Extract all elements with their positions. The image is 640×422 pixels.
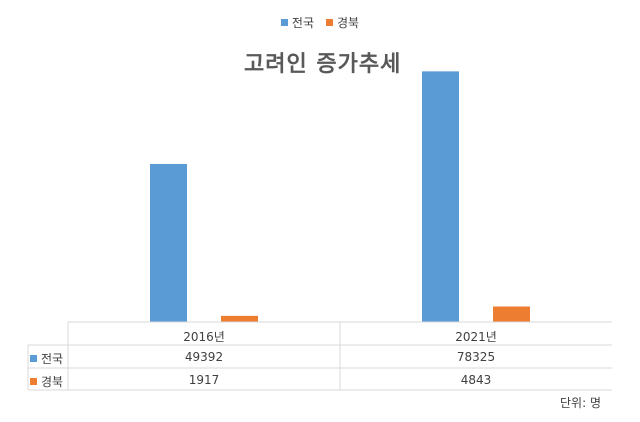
bar-series-1-cat-1 (493, 306, 530, 322)
bar-series-1-cat-0 (221, 315, 258, 322)
chart-title: 고려인 증가추세 (244, 52, 402, 77)
unit-note: 단위: 명 (560, 396, 601, 410)
table-header-category-1: 2021년 (455, 330, 497, 344)
bar-series-0-cat-1 (422, 71, 459, 322)
legend-swatch-series-1 (326, 19, 333, 26)
table-row-label-series-0: 전국 (30, 350, 63, 367)
legend: 전국 경북 (0, 14, 640, 31)
table-cell-series-1-cat-0: 1917 (188, 373, 220, 387)
bar-series-0-cat-0 (150, 163, 187, 322)
table-cell-series-1-cat-1: 4843 (460, 373, 492, 387)
table-row-name-series-0: 전국 (41, 352, 64, 366)
legend-item-series-1: 경북 (326, 14, 359, 31)
table-row-label-series-1: 경북 (30, 373, 63, 390)
legend-swatch-series-0 (280, 19, 288, 26)
legend-label-series-0: 전국 (291, 16, 314, 30)
table-cell-series-0-cat-1: 78325 (456, 350, 496, 364)
table-cell-series-0-cat-0: 49392 (184, 350, 224, 364)
table-row-swatch-series-1 (30, 378, 37, 385)
legend-label-series-1: 경북 (337, 16, 360, 30)
table-header-category-0: 2016년 (183, 330, 225, 344)
legend-item-series-0: 전국 (280, 14, 314, 31)
table-row-name-series-1: 경북 (41, 375, 64, 389)
table-row-swatch-series-0 (30, 355, 37, 362)
